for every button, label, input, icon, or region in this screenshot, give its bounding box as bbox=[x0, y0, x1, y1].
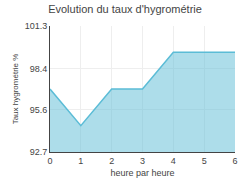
svg-text:0: 0 bbox=[47, 156, 52, 166]
svg-text:1: 1 bbox=[78, 156, 83, 166]
svg-text:4: 4 bbox=[171, 156, 176, 166]
svg-text:6: 6 bbox=[232, 156, 237, 166]
svg-text:101.3: 101.3 bbox=[25, 21, 48, 31]
svg-text:2: 2 bbox=[109, 156, 114, 166]
svg-text:Taux hygrométrie %: Taux hygrométrie % bbox=[11, 54, 20, 125]
svg-text:5: 5 bbox=[202, 156, 207, 166]
svg-text:Evolution du taux d'hygrométri: Evolution du taux d'hygrométrie bbox=[48, 3, 202, 15]
svg-text:98.4: 98.4 bbox=[30, 64, 48, 74]
svg-text:3: 3 bbox=[140, 156, 145, 166]
svg-text:95.6: 95.6 bbox=[30, 105, 48, 115]
svg-text:heure par heure: heure par heure bbox=[110, 168, 174, 178]
svg-text:92.7: 92.7 bbox=[30, 147, 48, 157]
